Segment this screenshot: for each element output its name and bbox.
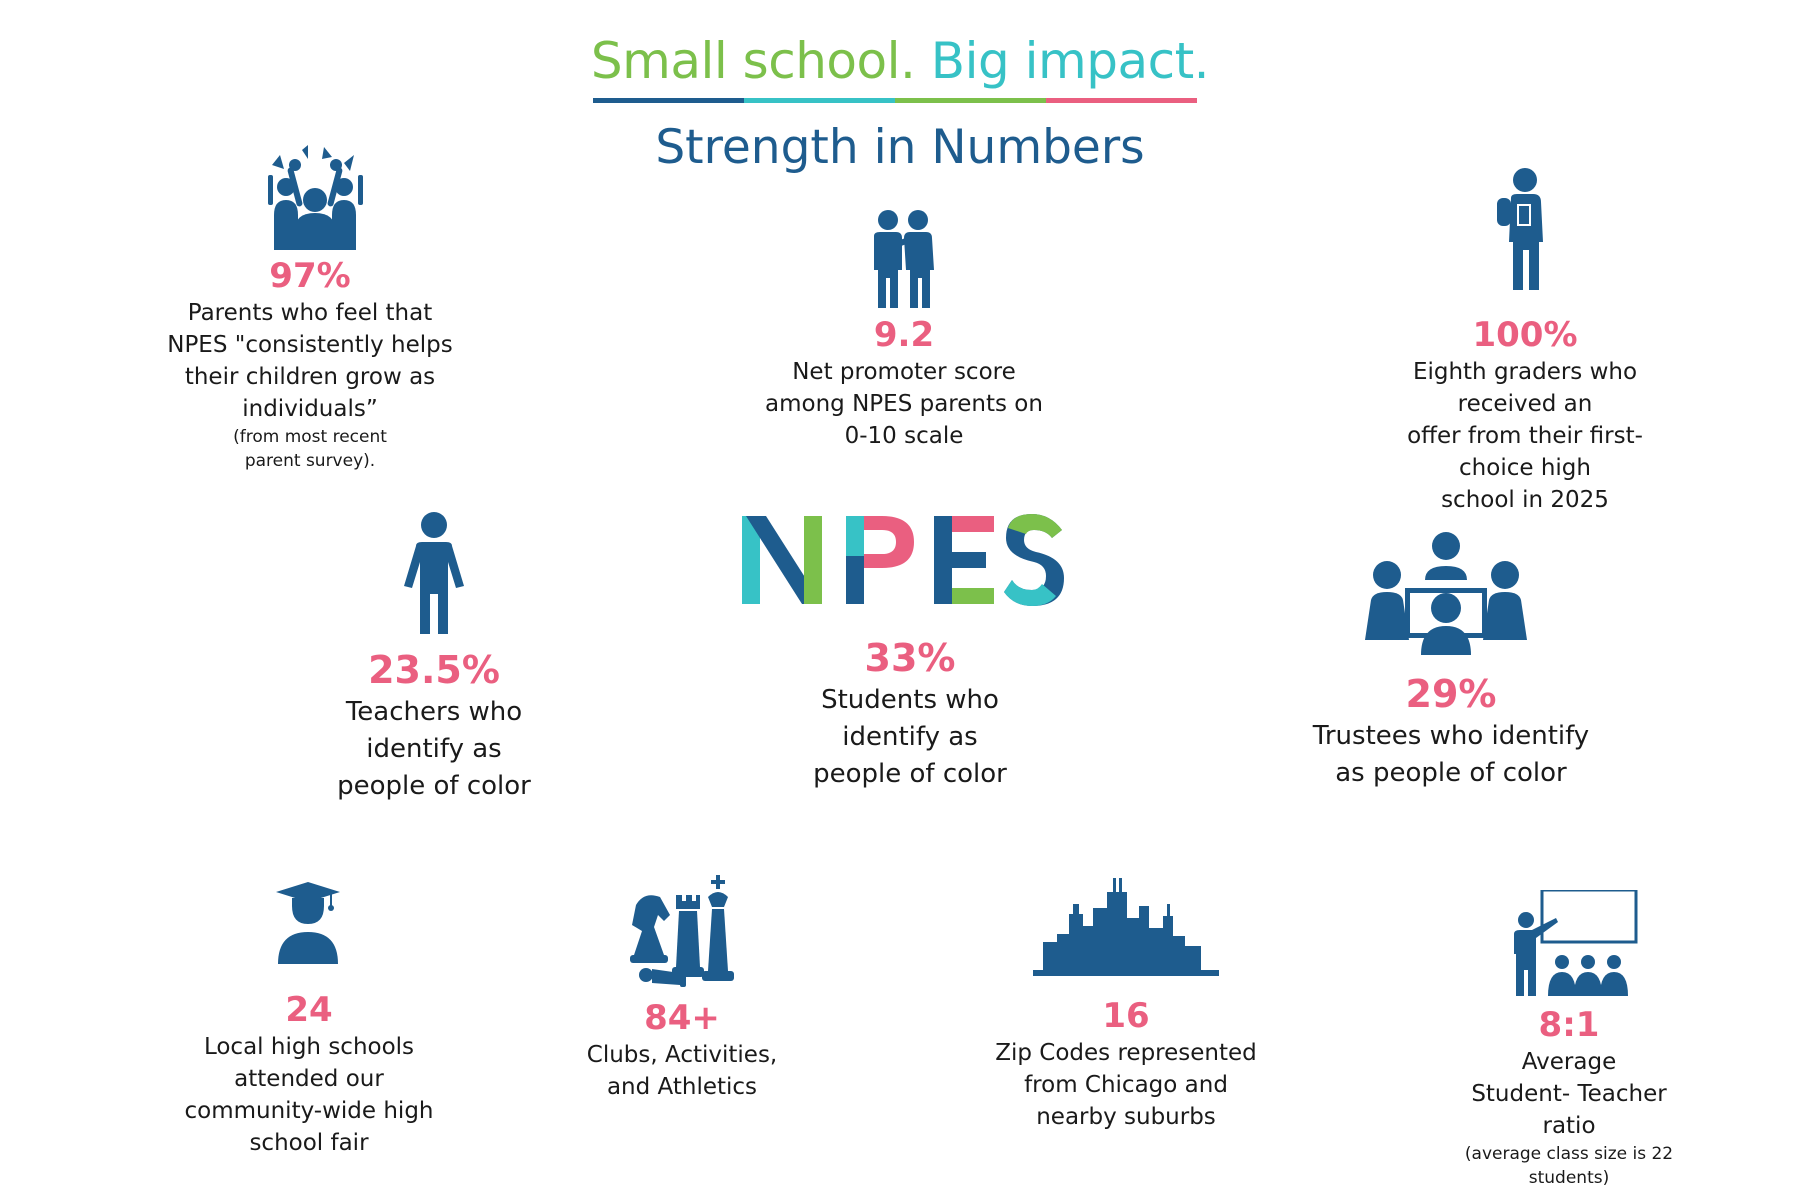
rule-segment bbox=[593, 98, 744, 103]
stat-desc-line: Local high schools bbox=[203, 1033, 415, 1060]
stat-desc-line: people of color bbox=[813, 758, 1007, 789]
stat-value: 33% bbox=[864, 636, 956, 680]
stat-desc-line: identify as bbox=[366, 733, 502, 764]
stat-desc-line: among NPES parents on bbox=[765, 390, 1043, 417]
stat-desc-line: school in 2025 bbox=[1441, 486, 1609, 513]
stat-desc-line: Zip Codes represented bbox=[995, 1039, 1257, 1066]
two-people-talking-icon bbox=[868, 208, 940, 308]
stat-ratio: 8:1 Average Student- Teacher ratio (aver… bbox=[1454, 1005, 1685, 1190]
stat-desc-line: Teachers who bbox=[345, 696, 523, 727]
stat-desc-line: attended our bbox=[234, 1065, 384, 1092]
stat-value: 29% bbox=[1405, 672, 1497, 716]
stat-desc-line: 0-10 scale bbox=[844, 422, 964, 449]
stat-zipcodes: 16 Zip Codes represented from Chicago an… bbox=[995, 996, 1257, 1133]
stat-desc-line: nearby suburbs bbox=[1036, 1103, 1216, 1130]
stat-value: 84+ bbox=[644, 998, 720, 1038]
color-rule bbox=[593, 98, 1197, 103]
graduate-icon bbox=[276, 882, 340, 964]
logo-letter-s bbox=[1004, 514, 1064, 606]
stat-desc-line: and Athletics bbox=[606, 1073, 758, 1100]
stat-desc-line: individuals” bbox=[242, 395, 378, 422]
logo-letter-e bbox=[934, 516, 994, 604]
stat-desc-line: Clubs, Activities, bbox=[586, 1041, 778, 1068]
stat-desc-line: school fair bbox=[249, 1129, 369, 1156]
tagline-part2: Big impact. bbox=[930, 32, 1210, 90]
meeting-table-icon bbox=[1365, 530, 1527, 655]
logo-letter-p bbox=[846, 516, 914, 604]
stat-desc-line: their children grow as bbox=[184, 363, 436, 390]
stat-value: 16 bbox=[1102, 996, 1150, 1036]
stat-desc-line: NPES "consistently helps bbox=[167, 331, 453, 358]
stat-eighth: 100% Eighth graders who received an offe… bbox=[1388, 315, 1663, 516]
stat-note-line: students) bbox=[1528, 1167, 1610, 1188]
cheering-crowd-icon bbox=[262, 145, 367, 250]
stat-highschools: 24 Local high schools attended our commu… bbox=[184, 990, 433, 1159]
city-skyline-icon bbox=[1033, 878, 1219, 976]
stat-desc-line: Students who bbox=[821, 684, 999, 715]
stat-desc-line: Eighth graders who received an bbox=[1412, 358, 1638, 417]
stat-value: 97% bbox=[269, 256, 351, 296]
stat-desc-line: Parents who feel that bbox=[187, 299, 433, 326]
tagline: Small school. Big impact. bbox=[590, 32, 1210, 90]
logo-letter-n bbox=[742, 516, 822, 604]
stat-students: 33% Students who identify as people of c… bbox=[813, 636, 1007, 793]
stat-clubs: 84+ Clubs, Activities, and Athletics bbox=[587, 998, 777, 1103]
stat-desc-line: as people of color bbox=[1335, 757, 1567, 788]
stat-note-line: parent survey). bbox=[244, 450, 376, 471]
stat-desc-line: Student- Teacher ratio bbox=[1471, 1080, 1667, 1139]
stat-desc-line: offer from their first-choice high bbox=[1407, 422, 1643, 481]
stat-value: 100% bbox=[1472, 315, 1578, 355]
student-with-backpack-icon bbox=[1495, 168, 1555, 290]
stat-note-line: (average class size is 22 bbox=[1464, 1143, 1674, 1164]
page-subtitle: Strength in Numbers bbox=[655, 120, 1145, 175]
teacher-classroom-icon bbox=[1512, 890, 1638, 996]
tagline-part1: Small school. bbox=[590, 32, 916, 90]
chess-pieces-icon bbox=[628, 875, 744, 987]
stat-parents: 97% Parents who feel that NPES "consiste… bbox=[167, 256, 453, 473]
stat-desc-line: Average bbox=[1521, 1048, 1617, 1075]
rule-segment bbox=[895, 98, 1046, 103]
stat-desc-line: people of color bbox=[337, 770, 531, 801]
rule-segment bbox=[1046, 98, 1197, 103]
stat-trustees: 29% Trustees who identify as people of c… bbox=[1313, 672, 1589, 792]
stat-value: 8:1 bbox=[1538, 1005, 1600, 1045]
rule-segment bbox=[744, 98, 895, 103]
stat-promoter: 9.2 Net promoter score among NPES parent… bbox=[765, 315, 1043, 452]
stat-desc-line: Trustees who identify bbox=[1312, 720, 1590, 751]
npes-logo bbox=[742, 510, 1072, 610]
stat-value: 23.5% bbox=[368, 648, 500, 692]
stat-note-line: (from most recent bbox=[233, 426, 387, 447]
stat-value: 9.2 bbox=[873, 315, 935, 355]
stat-desc-line: Net promoter score bbox=[792, 358, 1016, 385]
stat-desc-line: identify as bbox=[842, 721, 978, 752]
stat-teachers: 23.5% Teachers who identify as people of… bbox=[337, 648, 531, 805]
stat-value: 24 bbox=[285, 990, 333, 1030]
person-standing-icon bbox=[402, 512, 466, 634]
stat-desc-line: community-wide high bbox=[184, 1097, 434, 1124]
stat-desc-line: from Chicago and bbox=[1024, 1071, 1228, 1098]
